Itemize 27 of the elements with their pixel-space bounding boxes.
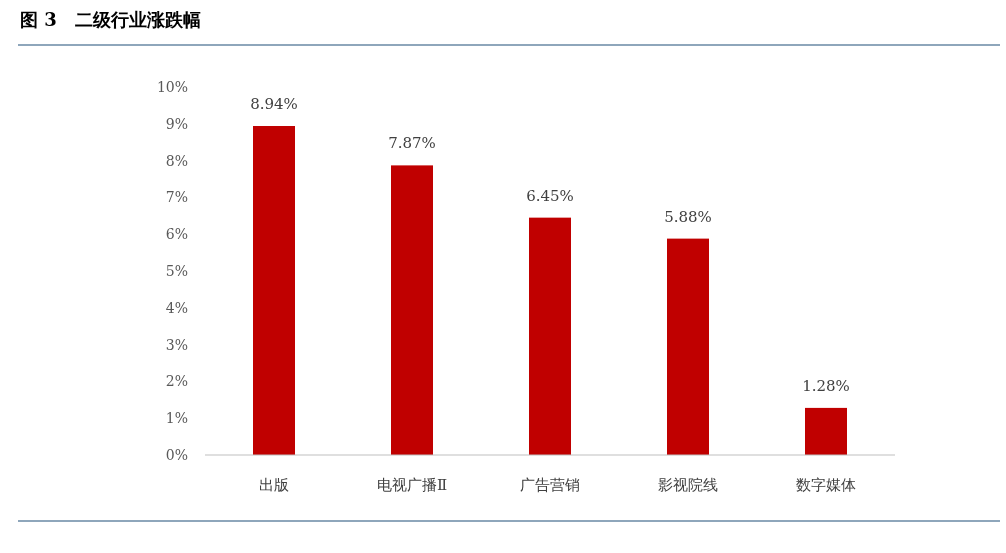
bar [667, 238, 709, 455]
y-tick-label: 6% [165, 226, 188, 243]
data-label: 6.45% [526, 186, 574, 205]
bar [529, 217, 571, 455]
bar [805, 407, 847, 455]
x-tick-label: 出版 [259, 476, 289, 494]
x-tick-label: 电视广播Ⅱ [376, 476, 448, 494]
data-label: 7.87% [388, 134, 436, 153]
y-tick-label: 7% [165, 189, 188, 206]
y-tick-label: 4% [165, 299, 188, 316]
data-label: 1.28% [802, 376, 850, 395]
x-tick-label: 影视院线 [658, 476, 718, 494]
y-tick-label: 5% [165, 263, 188, 279]
bar [253, 126, 295, 455]
y-tick-label: 2% [165, 373, 188, 390]
y-tick-label: 1% [165, 410, 188, 427]
data-label: 5.88% [664, 207, 712, 226]
x-tick-label: 广告营销 [520, 476, 580, 494]
chart-title: 图 3 二级行业涨跌幅 [20, 9, 201, 30]
bar [391, 165, 433, 455]
y-tick-label: 10% [156, 79, 188, 95]
x-tick-label: 数字媒体 [796, 476, 856, 494]
y-tick-label: 9% [165, 115, 188, 132]
y-tick-label: 8% [165, 152, 188, 169]
y-tick-label: 0% [165, 447, 188, 463]
y-tick-label: 3% [165, 336, 188, 353]
data-label: 8.94% [250, 95, 298, 114]
